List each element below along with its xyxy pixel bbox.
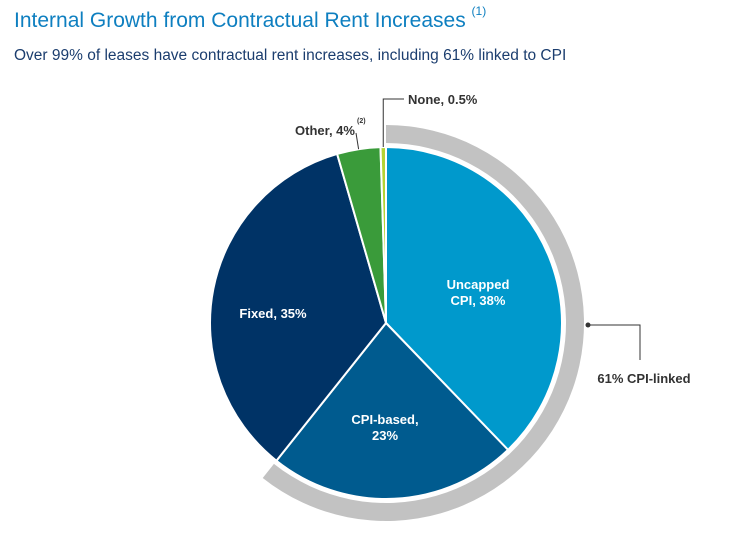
label-cpi-based-1: CPI-based, <box>351 412 418 427</box>
slice-fixed <box>209 152 388 463</box>
title-text: Internal Growth from Contractual Rent In… <box>14 9 466 32</box>
leader-other <box>355 132 360 150</box>
slice-cpi-based <box>275 321 510 500</box>
page-subtitle: Over 99% of leases have contractual rent… <box>14 47 567 64</box>
page-title: Internal Growth from Contractual Rent In… <box>14 4 486 33</box>
label-other: Other, 4% <box>295 123 355 138</box>
leader-cpi-linked <box>588 324 641 360</box>
label-none: None, 0.5% <box>408 92 478 107</box>
title-footnote: (1) <box>471 4 487 18</box>
slice-uncapped-cpi <box>385 145 563 452</box>
label-uncapped-cpi-1: Uncapped <box>447 277 510 292</box>
cpi-linked-ring <box>262 125 584 521</box>
leader-cpi-linked-dot <box>585 322 591 328</box>
label-cpi-based-2: 23% <box>372 428 398 443</box>
label-cpi-linked: 61% CPI-linked <box>597 371 690 386</box>
label-fixed-1: Fixed, 35% <box>239 306 307 321</box>
label-other-note: (2) <box>357 118 366 125</box>
label-uncapped-cpi-2: CPI, 38% <box>451 293 506 308</box>
leader-none <box>382 98 404 148</box>
